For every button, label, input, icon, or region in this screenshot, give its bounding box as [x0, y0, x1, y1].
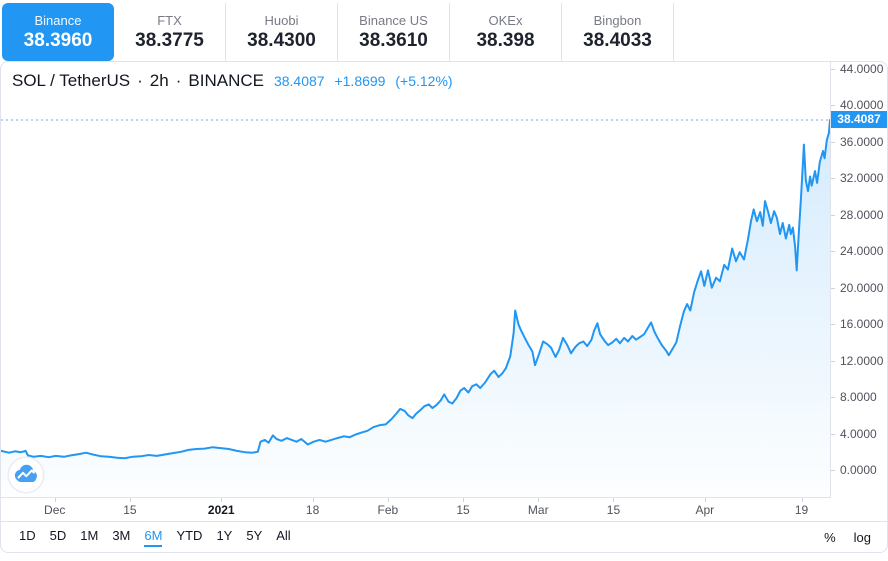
range-button-6m[interactable]: 6M: [144, 528, 163, 547]
last-price: 38.4087: [273, 73, 325, 89]
price-tick-mark: [831, 324, 835, 326]
interval-label: 2h: [149, 71, 169, 90]
time-tick-mark: [801, 498, 803, 502]
tab-price-value: 38.4300: [247, 29, 316, 51]
time-tick-mark: [221, 498, 223, 502]
price-tick-mark: [831, 397, 835, 399]
price-change-pct: (+5.12%): [395, 73, 453, 89]
range-button-1m[interactable]: 1M: [80, 528, 99, 543]
tab-price-value: 38.4033: [583, 29, 652, 51]
time-tick-mark: [538, 498, 540, 502]
time-tick-label: Feb: [377, 503, 399, 517]
time-tick-mark: [613, 498, 615, 502]
tab-huobi[interactable]: Huobi 38.4300: [226, 3, 338, 61]
tab-exchange-name: FTX: [157, 12, 182, 28]
tab-price-value: 38.3610: [359, 29, 428, 51]
price-tick-label: 36.0000: [840, 134, 884, 149]
quote-values: 38.4087 +1.8699 (+5.12%): [274, 73, 459, 89]
chart-plot-area[interactable]: SOL / TetherUS · 2h · BINANCE 38.4087 +1…: [1, 62, 831, 498]
last-price-badge: 38.4087: [831, 111, 887, 129]
tab-price-value: 38.3960: [23, 29, 93, 51]
range-button-5y[interactable]: 5Y: [246, 528, 263, 543]
percent-scale-button[interactable]: %: [824, 530, 836, 545]
price-tick-mark: [831, 287, 835, 289]
time-tick-mark: [129, 498, 131, 502]
chart-card: SOL / TetherUS · 2h · BINANCE 38.4087 +1…: [0, 61, 888, 553]
bottom-toolbar: 1D 5D 1M 3M 6M YTD 1Y 5Y All % log: [1, 522, 887, 553]
price-tick-label: 16.0000: [840, 317, 884, 332]
price-tick-label: 24.0000: [840, 244, 884, 259]
tab-binance-us[interactable]: Binance US 38.3610: [338, 3, 450, 61]
time-tick-mark: [312, 498, 314, 502]
time-tick-label: 15: [606, 503, 621, 517]
time-tick-mark: [387, 498, 389, 502]
tab-exchange-name: Binance US: [359, 12, 428, 28]
range-button-5d[interactable]: 5D: [49, 528, 67, 543]
exchange-label: BINANCE: [188, 71, 264, 90]
time-tick-mark: [54, 498, 56, 502]
exchange-tabbar: Binance 38.3960 FTX 38.3775 Huobi 38.4300 Bina…: [2, 3, 888, 61]
time-tick-label: 19: [794, 503, 809, 517]
price-tick-mark: [831, 251, 835, 253]
time-tick-label: 15: [123, 503, 137, 517]
price-change: +1.8699: [334, 73, 386, 89]
date-range-buttons: 1D 5D 1M 3M 6M YTD 1Y 5Y All: [19, 528, 291, 547]
price-scale[interactable]: 38.4087 44.0000 40.0000 36.0000 32.0000 28.0…: [831, 62, 887, 498]
price-area-chart: [1, 119, 830, 497]
time-tick-label: Mar: [527, 503, 549, 517]
log-scale-button[interactable]: log: [853, 530, 871, 545]
price-tick-label: 4.0000: [840, 426, 877, 441]
price-tick-mark: [831, 141, 835, 143]
price-tick-label: 0.0000: [840, 463, 877, 477]
time-scale[interactable]: Dec 15 2021 18 Feb 15 Mar 15 Apr 19: [1, 498, 887, 522]
tab-okex[interactable]: OKEx 38.398: [450, 3, 562, 61]
tab-price-value: 38.398: [476, 29, 535, 51]
time-tick-mark: [704, 498, 706, 502]
tab-ftx[interactable]: FTX 38.3775: [114, 3, 226, 61]
tab-bingbon[interactable]: Bingbon 38.4033: [562, 3, 674, 61]
range-button-3m[interactable]: 3M: [112, 528, 131, 543]
price-tick-mark: [831, 470, 835, 471]
time-tick-label: 15: [456, 503, 470, 517]
symbol-logo: [7, 456, 45, 494]
time-tick-label: 18: [305, 503, 320, 517]
price-tick-mark: [831, 433, 835, 435]
symbol-header: SOL / TetherUS · 2h · BINANCE 38.4087 +1…: [12, 71, 459, 91]
tab-exchange-name: OKEx: [488, 12, 523, 28]
time-tick-label: Dec: [44, 503, 66, 517]
time-tick-label: Apr: [695, 503, 715, 517]
range-button-1d[interactable]: 1D: [19, 528, 36, 543]
price-tick-label: 12.0000: [840, 353, 884, 368]
tab-price-value: 38.3775: [135, 29, 204, 51]
price-tick-label: 20.0000: [840, 280, 884, 295]
symbol-name: SOL / TetherUS: [12, 71, 131, 90]
time-tick-label: 2021: [207, 503, 235, 517]
scale-mode-buttons: % log: [824, 530, 871, 545]
separator-dot: ·: [175, 71, 182, 90]
separator-dot: ·: [137, 71, 143, 90]
price-tick-mark: [831, 178, 835, 180]
tab-exchange-name: Bingbon: [593, 12, 642, 28]
price-tick-mark: [831, 105, 835, 107]
range-button-ytd[interactable]: YTD: [176, 528, 203, 543]
tab-binance[interactable]: Binance 38.3960: [2, 3, 114, 61]
price-tick-label: 8.0000: [840, 390, 877, 405]
price-tick-mark: [831, 214, 835, 216]
tab-exchange-name: Binance: [34, 12, 82, 28]
price-line: [1, 119, 830, 460]
price-tick-label: 40.0000: [840, 98, 884, 113]
price-tick-mark: [831, 69, 835, 70]
area-fill: [1, 120, 830, 497]
price-tick-label: 32.0000: [840, 171, 884, 186]
range-button-all[interactable]: All: [276, 528, 291, 543]
price-tick-mark: [831, 360, 835, 362]
range-button-1y[interactable]: 1Y: [216, 528, 233, 543]
time-tick-mark: [463, 498, 465, 502]
price-tick-label: 28.0000: [840, 207, 884, 222]
price-tick-label: 44.0000: [840, 62, 884, 76]
tab-exchange-name: Huobi: [264, 12, 299, 28]
tabbar-spacer: [674, 3, 888, 61]
cloud-chart-icon: [7, 456, 45, 494]
